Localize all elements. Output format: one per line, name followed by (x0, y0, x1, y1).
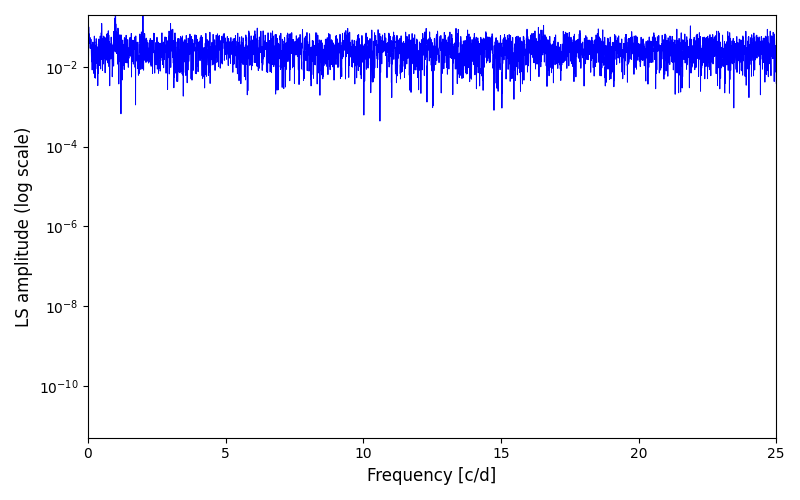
X-axis label: Frequency [c/d]: Frequency [c/d] (367, 467, 497, 485)
Y-axis label: LS amplitude (log scale): LS amplitude (log scale) (15, 126, 33, 326)
